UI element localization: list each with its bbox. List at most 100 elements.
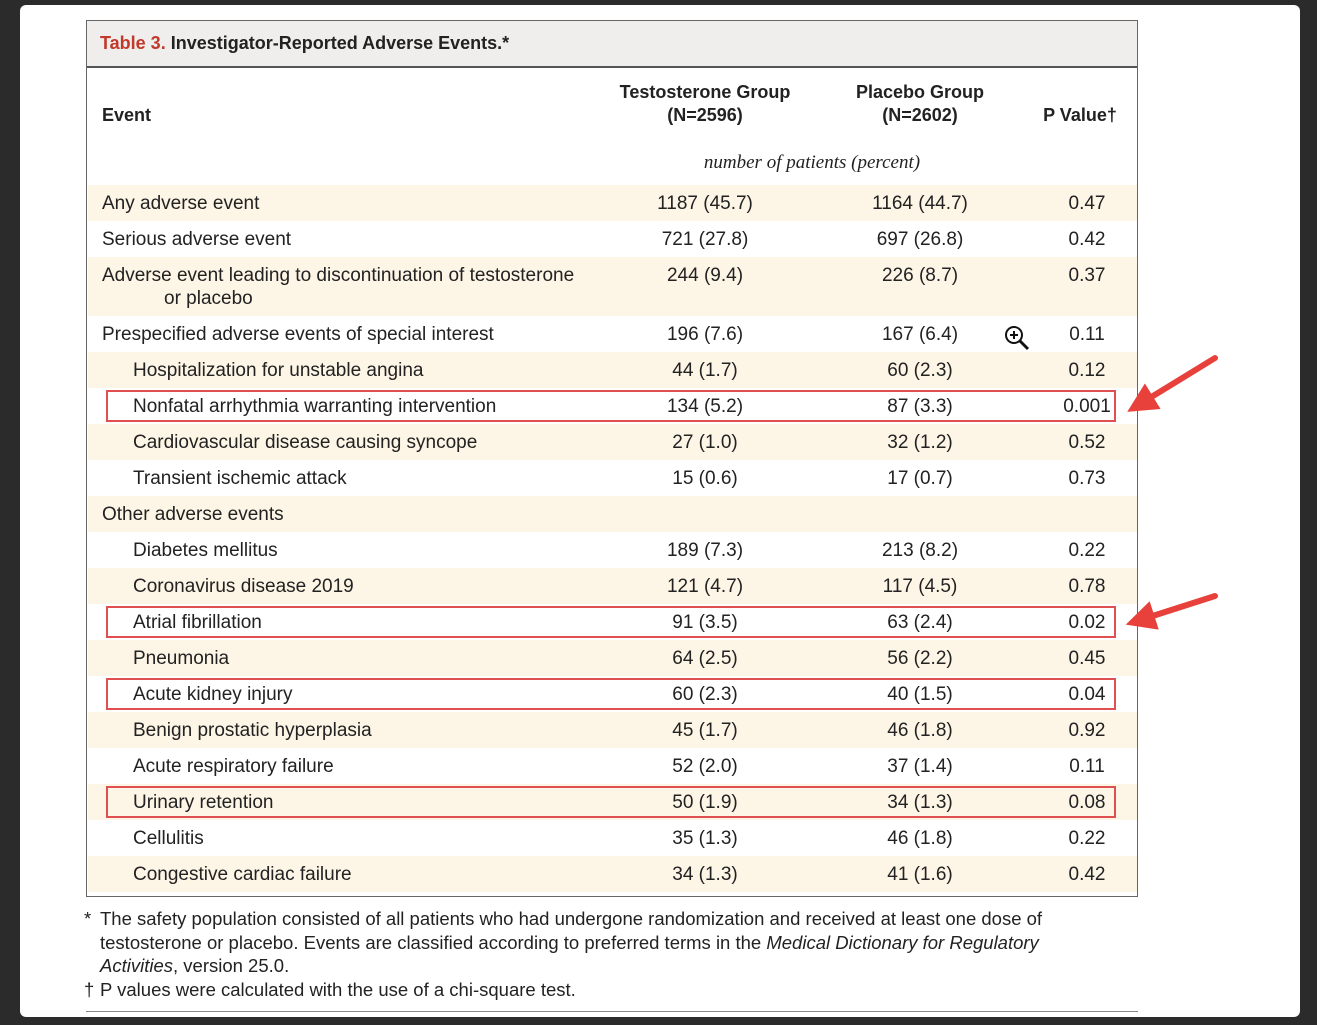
cell-placebo: 17 (0.7): [887, 468, 953, 489]
table-title-text: Investigator-Reported Adverse Events.*: [170, 33, 510, 53]
cell-placebo: 167 (6.4): [881, 324, 959, 345]
header-line: (N=2602): [882, 105, 958, 125]
cell-placebo: 117 (4.5): [882, 576, 958, 597]
cell-testosterone: 60 (2.3): [672, 684, 738, 705]
table-row: Any adverse event 1187 (45.7) 1164 (44.7) 0…: [88, 185, 1137, 221]
label-line: Urinary retention: [133, 792, 274, 813]
header-unit: number of patients (percent): [703, 152, 921, 173]
label-line: Acute kidney injury: [133, 684, 293, 705]
footnote: * The safety population consisted of all …: [84, 907, 1110, 978]
label-line: Other adverse events: [102, 504, 284, 525]
table-row: Serious adverse event 721 (27.8) 697 (26.8…: [88, 221, 1137, 257]
cell-p: 0.11: [1069, 324, 1105, 345]
cell-testosterone: 244 (9.4): [666, 265, 744, 286]
cell-placebo: 41 (1.6): [887, 864, 953, 885]
row-label: Acute respiratory failure: [133, 755, 334, 778]
row-label: Serious adverse event: [102, 228, 291, 251]
zoom-cursor: [1005, 326, 1030, 351]
row-label: Pneumonia: [133, 647, 229, 670]
table-row: Benign prostatic hyperplasia 45 (1.7) 46 (…: [88, 712, 1137, 748]
cell-placebo: 226 (8.7): [881, 265, 959, 286]
header-placebo: Placebo Group (N=2602): [820, 81, 1020, 127]
table-row: Transient ischemic attack 15 (0.6) 17 (0.7…: [88, 460, 1137, 496]
cell-p: 0.73: [1068, 468, 1106, 489]
footnote-marker: †: [84, 979, 95, 1000]
highlight-box: [106, 678, 1116, 710]
label-line: Any adverse event: [102, 193, 260, 214]
table-row: Cellulitis 35 (1.3) 46 (1.8) 0.22: [88, 820, 1137, 856]
row-label: Cardiovascular disease causing syncope: [133, 431, 477, 454]
cell-p: 0.04: [1068, 684, 1106, 705]
label-line: Cardiovascular disease causing syncope: [133, 432, 478, 453]
cell-placebo: 40 (1.5): [887, 684, 953, 705]
cell-testosterone: 196 (7.6): [666, 324, 744, 345]
cell-p: 0.42: [1068, 864, 1106, 885]
cell-testosterone: 15 (0.6): [672, 468, 738, 489]
cell-p: 0.92: [1068, 720, 1106, 741]
cell-placebo: 697 (26.8): [876, 229, 964, 250]
cell-testosterone: 50 (1.9): [672, 792, 738, 813]
footnote-text: The safety population consisted of all p…: [100, 908, 1043, 953]
cell-testosterone: 91 (3.5): [672, 612, 738, 633]
cell-testosterone: 721 (27.8): [661, 229, 749, 250]
row-label: Hospitalization for unstable angina: [133, 359, 423, 382]
label-line: Pneumonia: [133, 648, 230, 669]
label-line: Adverse event leading to discontinuation…: [102, 265, 575, 286]
table-frame: [86, 20, 1138, 897]
table-row: Other adverse events: [88, 496, 1137, 532]
row-label: Transient ischemic attack: [133, 467, 347, 490]
cell-placebo: 34 (1.3): [887, 792, 953, 813]
cell-testosterone: 35 (1.3): [672, 828, 738, 849]
table-row: Diabetes mellitus 189 (7.3) 213 (8.2) 0.22: [88, 532, 1137, 568]
highlight-box: [106, 786, 1116, 818]
table-row: Congestive cardiac failure 34 (1.3) 41 (1.…: [88, 856, 1137, 892]
row-label: Diabetes mellitus: [133, 539, 278, 562]
cell-p: 0.45: [1068, 648, 1106, 669]
footnote: † P values were calculated with the use o…: [84, 978, 1110, 1002]
label-line: Serious adverse event: [102, 229, 292, 250]
cell-p: 0.78: [1068, 576, 1106, 597]
row-label: Congestive cardiac failure: [133, 863, 352, 886]
label-line: Atrial fibrillation: [133, 612, 262, 633]
cell-placebo: 60 (2.3): [887, 360, 953, 381]
row-label: Nonfatal arrhythmia warranting intervent…: [133, 395, 496, 418]
table-number: Table 3.: [100, 33, 166, 53]
cell-p: 0.47: [1068, 193, 1106, 214]
table-row: Prespecified adverse events of special i…: [88, 316, 1137, 352]
label-line: Transient ischemic attack: [133, 468, 347, 489]
row-label: Prespecified adverse events of special i…: [102, 323, 494, 346]
header-event: Event: [102, 105, 152, 125]
cell-testosterone: 64 (2.5): [672, 648, 738, 669]
cell-placebo: 213 (8.2): [881, 540, 959, 561]
cell-placebo: 56 (2.2): [887, 648, 953, 669]
row-label: Any adverse event: [102, 192, 259, 215]
table-row: Adverse event leading to discontinuation…: [88, 257, 1137, 316]
cell-p: 0.52: [1068, 432, 1106, 453]
table-title: Table 3. Investigator-Reported Adverse E…: [100, 32, 509, 55]
label-line: Hospitalization for unstable angina: [133, 360, 424, 381]
cell-p: 0.08: [1068, 792, 1106, 813]
row-label: Other adverse events: [102, 503, 284, 526]
cell-p: 0.001: [1063, 396, 1111, 417]
cell-testosterone: 134 (5.2): [666, 396, 744, 417]
label-line: Benign prostatic hyperplasia: [133, 720, 372, 741]
label-line: Diabetes mellitus: [133, 540, 278, 561]
label-line: Coronavirus disease 2019: [133, 576, 354, 597]
row-label: Atrial fibrillation: [133, 611, 262, 634]
table-row: Cardiovascular disease causing syncope 27…: [88, 424, 1137, 460]
label-line: Acute respiratory failure: [133, 756, 334, 777]
cell-testosterone: 189 (7.3): [666, 540, 744, 561]
cell-p: 0.12: [1068, 360, 1106, 381]
cell-placebo: 37 (1.4): [887, 756, 953, 777]
label-line: Congestive cardiac failure: [133, 864, 352, 885]
footnote-italic: Medical Dictionary for Regulatory Activi…: [100, 931, 1039, 977]
header-line: Placebo Group: [855, 82, 985, 102]
highlight-box: [106, 606, 1116, 638]
header-p-value: P Value†: [1043, 105, 1117, 125]
label-line: or placebo: [164, 288, 253, 309]
cell-testosterone: 52 (2.0): [672, 756, 738, 777]
table-row: Atrial fibrillation 91 (3.5) 63 (2.4) 0.02: [88, 604, 1137, 640]
cell-p: 0.22: [1068, 540, 1106, 561]
header-line: Testosterone Group: [619, 82, 791, 102]
cell-p: 0.22: [1068, 828, 1106, 849]
